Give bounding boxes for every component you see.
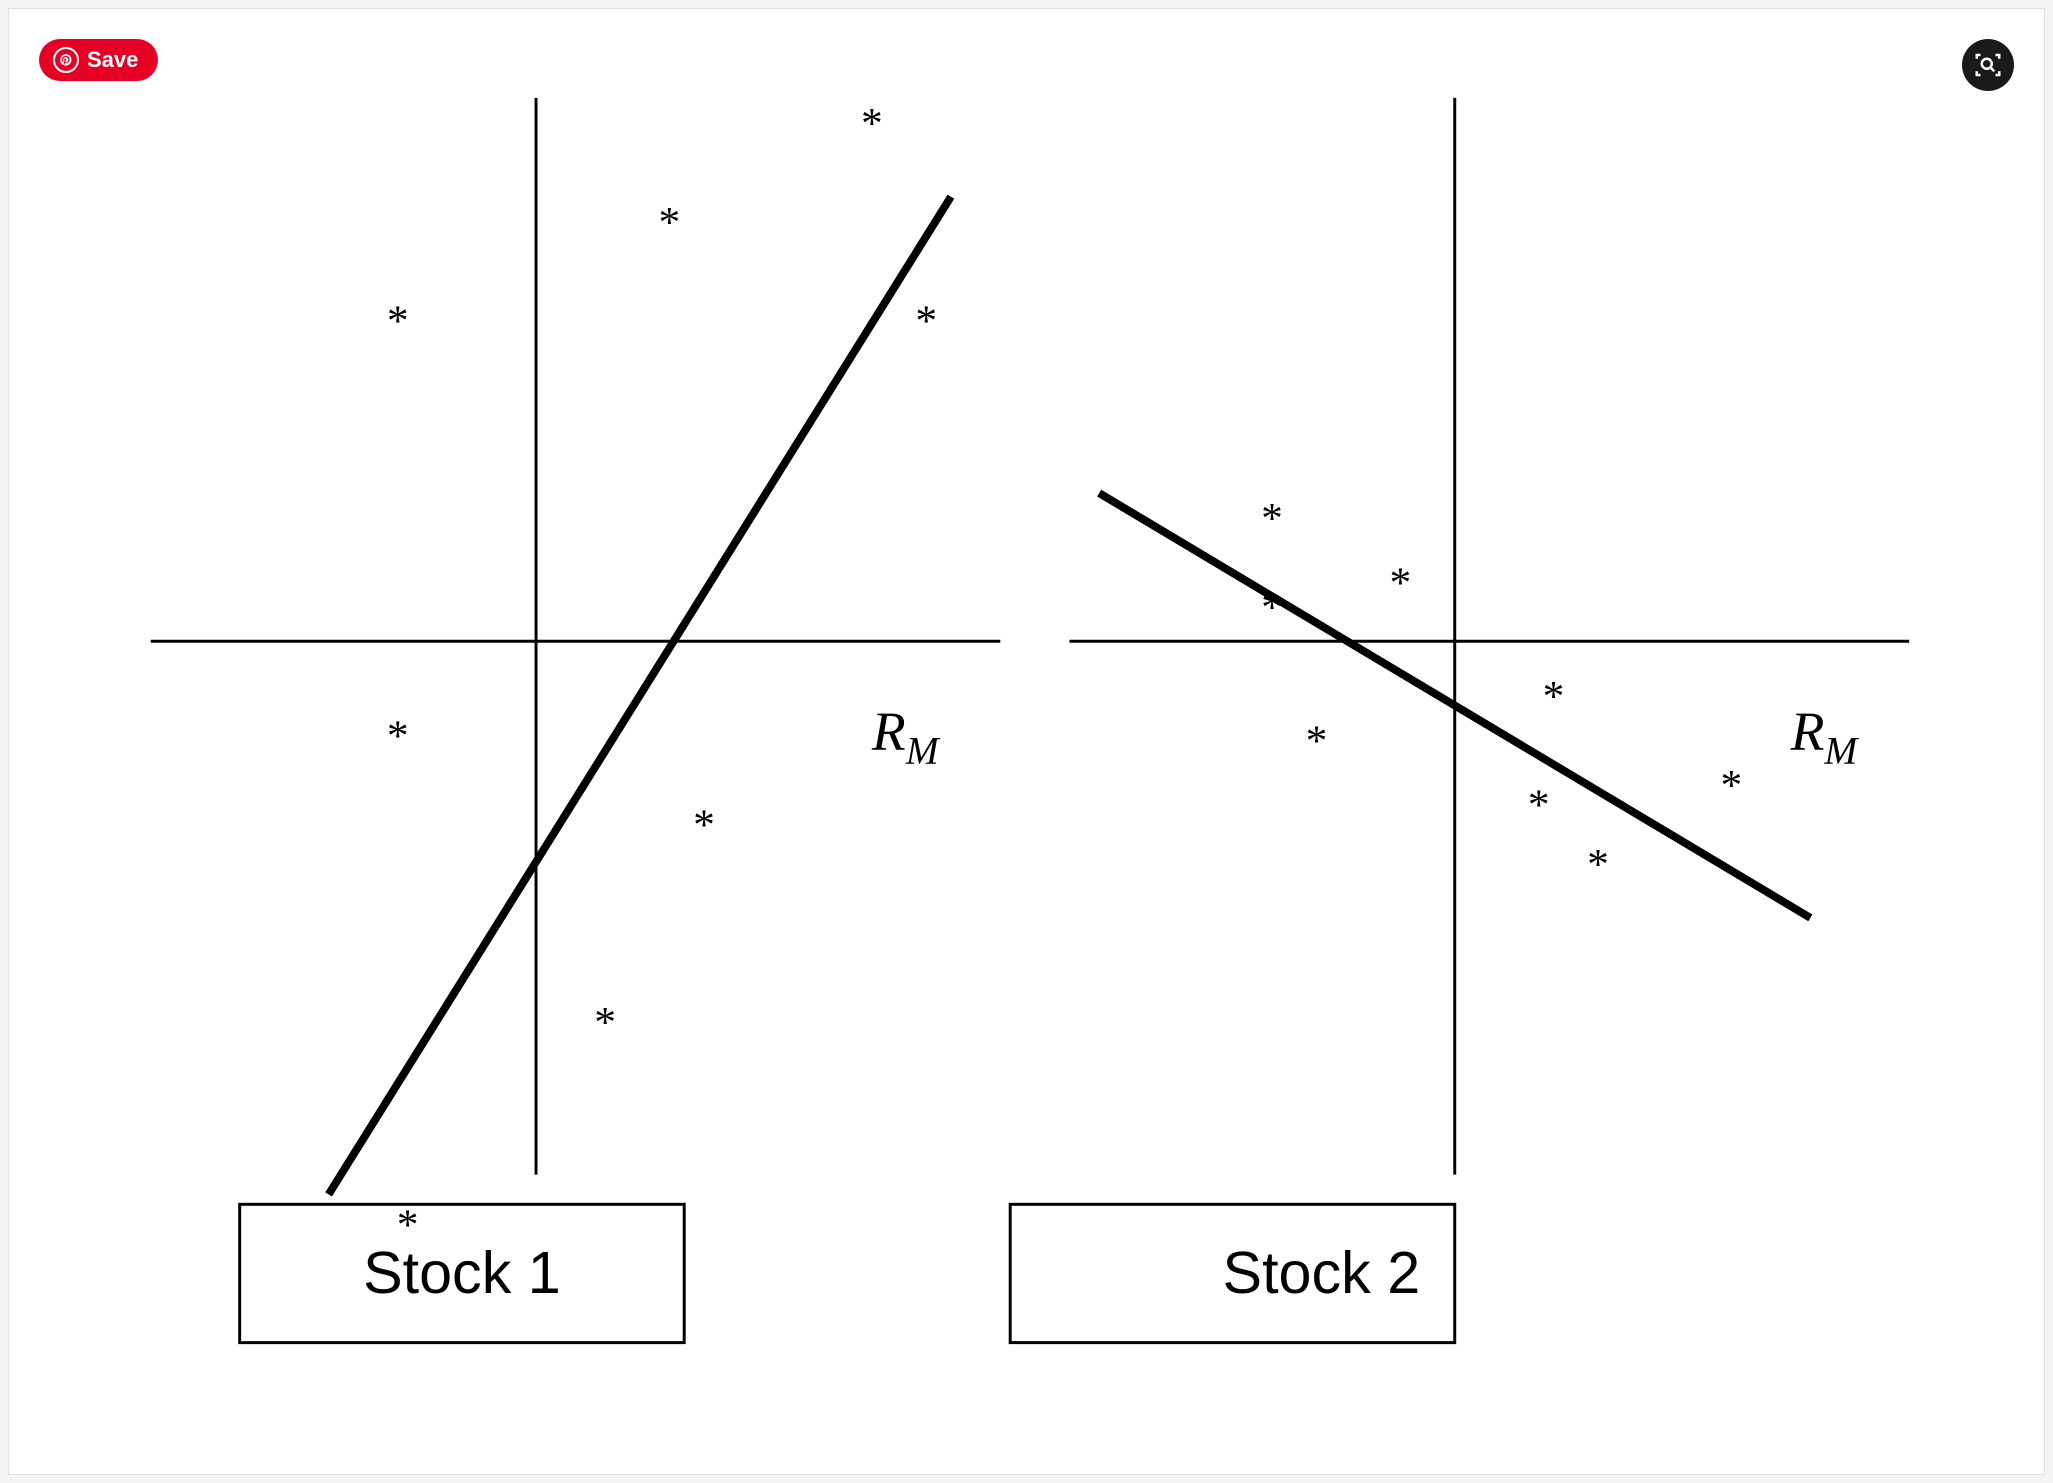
scatter-point: * <box>1390 559 1412 607</box>
scatter-point: * <box>915 297 937 345</box>
scatter-point: * <box>387 297 409 345</box>
scatter-point: * <box>861 100 883 148</box>
scatter-point: * <box>594 998 616 1046</box>
chart-stock2: * * * * * * * * RM Stock 2 <box>1010 98 1909 1343</box>
scatter-point: * <box>1720 761 1742 809</box>
scatter-point: * <box>1261 584 1283 632</box>
axis-label-rm: RM <box>871 701 941 773</box>
visual-search-button[interactable] <box>1962 39 2014 91</box>
regression-line <box>329 197 951 1195</box>
chart-stock1: ********RMStock 1 <box>151 98 1001 1343</box>
scatter-point: * <box>1543 672 1565 720</box>
save-button-label: Save <box>87 47 138 73</box>
scatter-point: * <box>693 801 715 849</box>
scatter-point: * <box>659 198 681 246</box>
scatter-point: * <box>387 712 409 760</box>
axis-label-rm: RM <box>1790 701 1860 773</box>
scatter-point: * <box>1306 717 1328 765</box>
canvas-area: Save * * * * * * * * RM Stock 1 * * * * * * * * RM Stock 2 <box>8 8 2045 1475</box>
save-button[interactable]: Save <box>39 39 158 81</box>
scatter-point: * <box>1587 840 1609 888</box>
chart-title: Stock 2 <box>1223 1239 1421 1306</box>
pinterest-icon <box>53 47 79 73</box>
chart-title: Stock 1 <box>363 1239 561 1306</box>
lens-icon <box>1973 50 2003 80</box>
scatter-point: * <box>1528 781 1550 829</box>
scatter-point: * <box>1261 495 1283 543</box>
charts-svg: * * * * * * * * RM Stock 1 * * * * * * * * RM Stock 2 <box>9 9 2044 1474</box>
